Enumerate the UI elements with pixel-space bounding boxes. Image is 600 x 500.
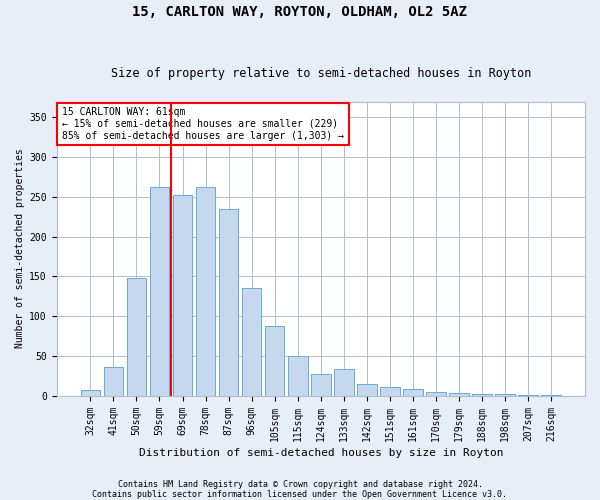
Text: 15, CARLTON WAY, ROYTON, OLDHAM, OL2 5AZ: 15, CARLTON WAY, ROYTON, OLDHAM, OL2 5AZ	[133, 5, 467, 19]
Bar	[541, 395, 561, 396]
Bar	[288, 356, 308, 396]
Bar	[496, 394, 515, 396]
Bar	[518, 395, 538, 396]
Bar	[265, 326, 284, 396]
Bar	[219, 209, 238, 396]
X-axis label: Distribution of semi-detached houses by size in Royton: Distribution of semi-detached houses by …	[139, 448, 503, 458]
Bar	[242, 288, 262, 396]
Y-axis label: Number of semi-detached properties: Number of semi-detached properties	[15, 148, 25, 348]
Bar	[127, 278, 146, 396]
Title: Size of property relative to semi-detached houses in Royton: Size of property relative to semi-detach…	[110, 66, 531, 80]
Bar	[80, 390, 100, 396]
Bar	[472, 394, 492, 396]
Text: 15 CARLTON WAY: 61sqm
← 15% of semi-detached houses are smaller (229)
85% of sem: 15 CARLTON WAY: 61sqm ← 15% of semi-deta…	[62, 108, 344, 140]
Bar	[173, 196, 192, 396]
Bar	[334, 370, 353, 396]
Bar	[311, 374, 331, 396]
Bar	[403, 389, 423, 396]
Bar	[196, 188, 215, 396]
Bar	[380, 387, 400, 396]
Bar	[426, 392, 446, 396]
Bar	[357, 384, 377, 396]
Text: Contains HM Land Registry data © Crown copyright and database right 2024.: Contains HM Land Registry data © Crown c…	[118, 480, 482, 489]
Text: Contains public sector information licensed under the Open Government Licence v3: Contains public sector information licen…	[92, 490, 508, 499]
Bar	[104, 367, 123, 396]
Bar	[449, 393, 469, 396]
Bar	[149, 188, 169, 396]
